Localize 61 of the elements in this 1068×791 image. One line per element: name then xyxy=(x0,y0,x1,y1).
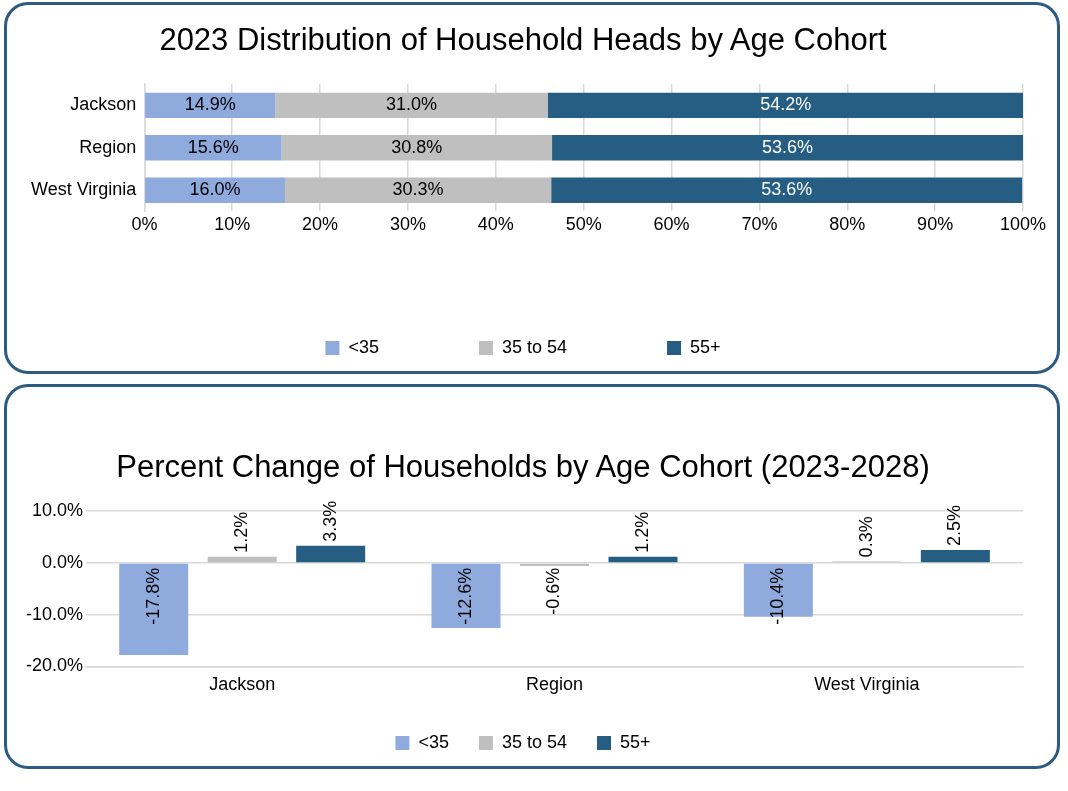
legend-label: <35 xyxy=(418,731,449,752)
bar xyxy=(296,545,366,563)
legend-label: 55+ xyxy=(620,731,651,752)
y-tick-label: Region xyxy=(79,136,137,157)
bar xyxy=(608,556,678,563)
chart-title: 2023 Distribution of Household Heads by Age Cohort xyxy=(159,22,887,58)
x-tick-label: 0% xyxy=(131,214,158,235)
legend-label: 35 to 54 xyxy=(501,336,568,357)
data-label: 16.0% xyxy=(189,179,241,200)
x-tick-label: 70% xyxy=(741,214,778,235)
y-tick-label: Jackson xyxy=(70,94,137,115)
data-label: 53.6% xyxy=(761,179,813,200)
x-tick-label: 60% xyxy=(653,214,690,235)
chart-title: Percent Change of Households by Age Cohort (2023-2028) xyxy=(116,449,930,485)
y-tick-label: West Virginia xyxy=(30,179,138,200)
data-label: -0.6% xyxy=(543,567,564,615)
bar xyxy=(284,177,552,203)
x-tick-label: 10% xyxy=(214,214,251,235)
data-label: 1.2% xyxy=(231,511,252,553)
x-tick-label: 100% xyxy=(999,214,1047,235)
legend-label: <35 xyxy=(348,336,379,357)
bar xyxy=(431,563,501,629)
x-tick-label: 80% xyxy=(829,214,866,235)
y-tick-label: -20.0% xyxy=(25,655,84,676)
bar xyxy=(145,177,285,203)
data-label: -12.6% xyxy=(454,567,475,625)
data-label: 30.3% xyxy=(392,179,444,200)
x-tick-label: 40% xyxy=(477,214,514,235)
x-tick-label: 30% xyxy=(389,214,426,235)
y-tick-label: 10.0% xyxy=(31,500,84,521)
x-tick-label: Region xyxy=(525,674,584,695)
bar xyxy=(281,135,553,161)
data-label: -17.8% xyxy=(142,567,163,625)
bar xyxy=(920,550,990,563)
y-tick-label: -10.0% xyxy=(25,603,84,624)
data-label: 2.5% xyxy=(944,504,965,546)
data-label: 15.6% xyxy=(187,136,239,157)
data-label: 3.3% xyxy=(319,500,340,542)
data-label: 0.3% xyxy=(855,516,876,558)
data-label: 31.0% xyxy=(385,94,437,115)
data-label: 14.9% xyxy=(184,94,236,115)
bar xyxy=(551,177,1023,203)
data-label: 53.6% xyxy=(762,136,814,157)
x-tick-label: Jackson xyxy=(209,674,276,695)
legend-label: 35 to 54 xyxy=(501,731,568,752)
x-tick-label: 50% xyxy=(565,214,602,235)
data-label: -10.4% xyxy=(767,567,788,625)
legend-label: 55+ xyxy=(690,336,721,357)
bar xyxy=(547,92,1023,119)
data-label: 54.2% xyxy=(760,94,812,115)
bar xyxy=(552,135,1023,161)
bar xyxy=(207,556,277,563)
data-label: 30.8% xyxy=(391,136,443,157)
bar xyxy=(119,563,189,656)
x-tick-label: 90% xyxy=(917,214,954,235)
data-label: 1.2% xyxy=(631,511,652,553)
x-tick-label: 20% xyxy=(302,214,339,235)
bar xyxy=(145,135,282,161)
x-tick-label: West Virginia xyxy=(814,674,921,695)
bar xyxy=(275,92,548,119)
y-tick-label: 0.0% xyxy=(42,551,84,572)
